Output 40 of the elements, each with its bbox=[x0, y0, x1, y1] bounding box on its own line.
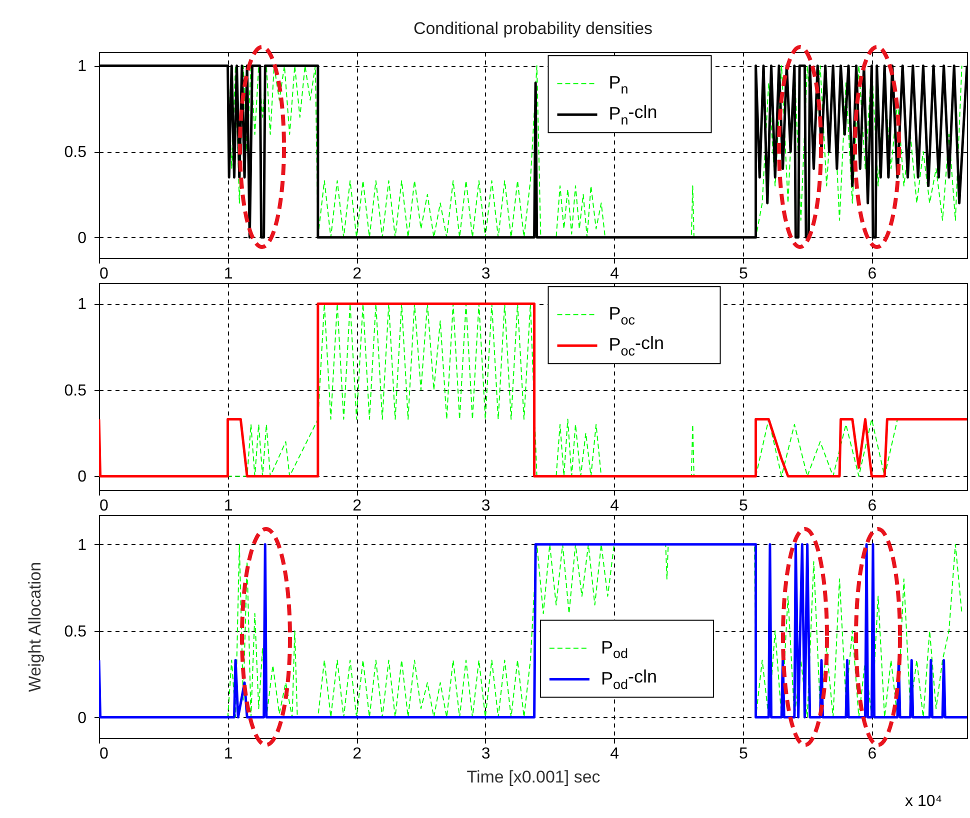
legend-label: P$_{od}$ bbox=[600, 637, 628, 662]
chart-title: Conditional probability densities bbox=[413, 19, 653, 38]
x-tick-label: 4 bbox=[610, 498, 620, 514]
y-axis-title: Weight Allocation bbox=[25, 562, 44, 692]
x-tick-label: 5 bbox=[738, 746, 748, 762]
y-tick-label: 1 bbox=[78, 536, 87, 554]
x-tick-label: 6 bbox=[868, 498, 877, 514]
x-tick-label: 0 bbox=[100, 266, 108, 282]
x-tick-label: 3 bbox=[481, 746, 490, 762]
x-tick-label: 1 bbox=[224, 266, 233, 282]
y-tick-label: 1 bbox=[78, 296, 87, 314]
x-tick-label: 3 bbox=[481, 498, 490, 514]
y-tick-label: 0 bbox=[78, 468, 87, 486]
legend-label: P$_{n}$-cln bbox=[608, 102, 658, 128]
x-tick-label: 6 bbox=[868, 266, 877, 282]
x-tick-label: 0 bbox=[100, 498, 108, 514]
legend-label: P$_{oc}$-cln bbox=[608, 333, 664, 358]
y-tick-label: 0 bbox=[78, 710, 87, 727]
x-tick-label: 4 bbox=[610, 266, 620, 282]
x-tick-label: 0 bbox=[100, 746, 108, 762]
x-tick-label: 5 bbox=[738, 498, 748, 514]
y-tick-label: 0.5 bbox=[64, 382, 87, 400]
x-tick-label: 1 bbox=[224, 498, 233, 514]
x-tick-label: 2 bbox=[352, 746, 362, 762]
legend-label: P$_{oc}$ bbox=[608, 304, 636, 328]
x-tick-label: 2 bbox=[352, 498, 362, 514]
legend-label: P$_{n}$ bbox=[608, 72, 628, 96]
y-tick-label: 0 bbox=[78, 230, 87, 247]
x-tick-label: 3 bbox=[481, 266, 490, 282]
x-tick-label: 4 bbox=[610, 746, 620, 762]
text: x 10⁴ bbox=[905, 793, 942, 811]
legend-label: P$_{od}$-cln bbox=[600, 666, 658, 692]
y-tick-label: 0.5 bbox=[64, 144, 87, 162]
x-tick-label: 2 bbox=[352, 266, 362, 282]
x-axis-title: Time [x0.001] sec bbox=[466, 768, 601, 786]
x-tick-label: 5 bbox=[738, 266, 748, 282]
y-tick-label: 0.5 bbox=[64, 623, 87, 640]
x-tick-label: 1 bbox=[224, 746, 233, 762]
x-tick-label: 6 bbox=[868, 746, 877, 762]
y-tick-label: 1 bbox=[78, 58, 87, 76]
